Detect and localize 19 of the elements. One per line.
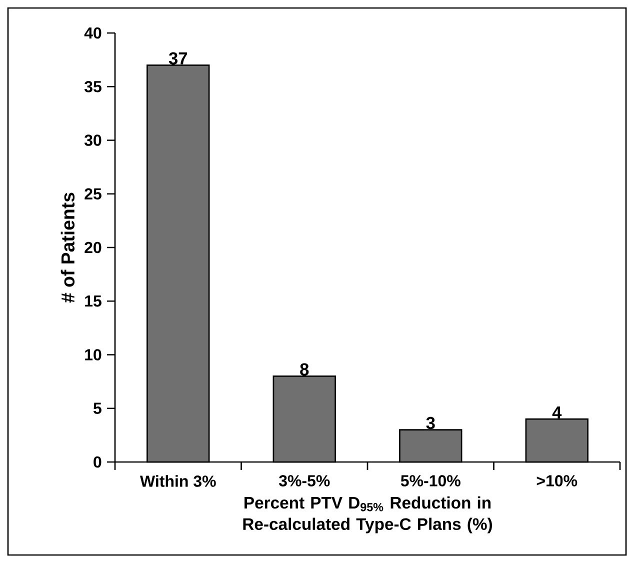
data-label: 37 xyxy=(168,52,188,64)
x-axis-title: Percent PTV D$_{95%}$ Reduction in Re-calculated Type-C Plans (%) xyxy=(243,496,492,534)
x-tick-label: Within 3% xyxy=(140,475,216,487)
x-tick-label: >10% xyxy=(536,475,578,486)
data-label: 8 xyxy=(300,363,309,376)
data-label: 4 xyxy=(552,406,562,418)
y-tick-label: 5 xyxy=(93,402,102,414)
data-label: 3 xyxy=(426,416,435,430)
y-tick-label: 15 xyxy=(85,296,102,307)
y-tick-label: 35 xyxy=(84,80,102,92)
y-tick-label: 0 xyxy=(94,456,102,468)
y-tick-label: 40 xyxy=(84,27,102,39)
y-axis-title: # of Patients xyxy=(60,192,75,303)
y-tick-label: 20 xyxy=(84,242,102,254)
y-tick-label: 25 xyxy=(84,188,102,200)
x-tick-label: 5%-10% xyxy=(400,475,460,486)
x-tick-label: 3%-5% xyxy=(278,475,330,486)
y-tick-label: 10 xyxy=(85,349,102,360)
y-tick-label: 30 xyxy=(84,134,102,146)
